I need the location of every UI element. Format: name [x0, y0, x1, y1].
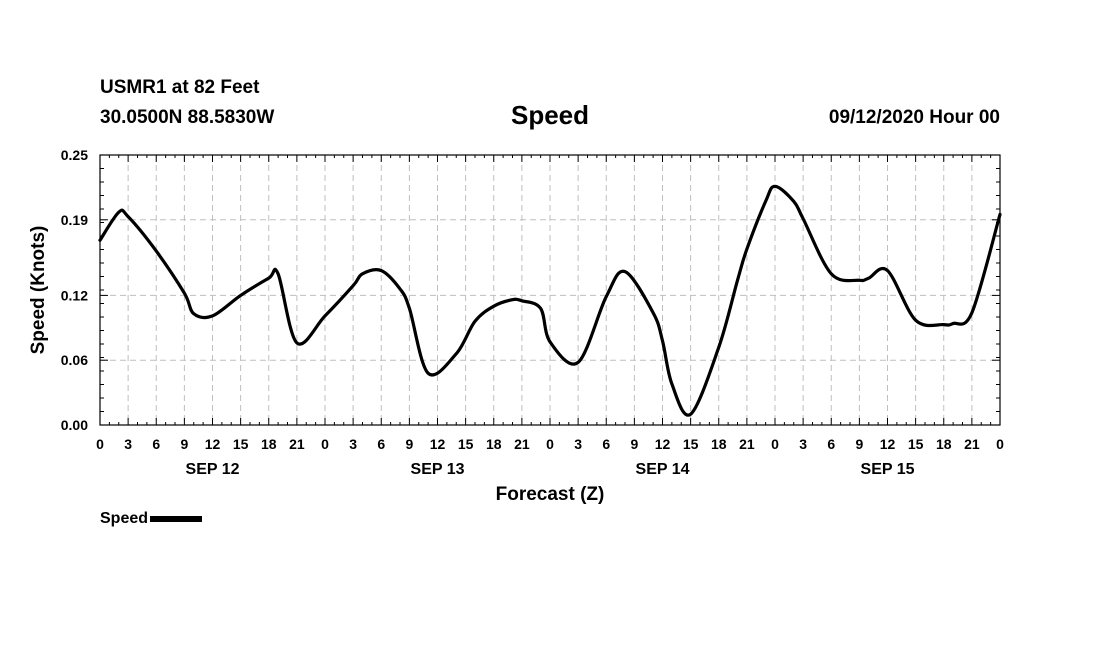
station-label: USMR1 at 82 Feet: [100, 77, 260, 98]
x-tick-label: 21: [964, 436, 980, 452]
plot-frame: [99, 154, 1001, 426]
x-tick-label: 6: [377, 436, 385, 452]
date-label: SEP 12: [186, 461, 240, 478]
x-tick-label: 21: [514, 436, 530, 452]
x-tick-label: 0: [996, 436, 1004, 452]
legend: Speed: [100, 510, 203, 528]
x-tick-label: 0: [546, 436, 554, 452]
chart-title: Speed: [510, 100, 590, 130]
legend-label: Speed: [100, 510, 149, 527]
x-tick-label: 12: [880, 436, 896, 452]
x-tick-label: 15: [233, 436, 249, 452]
x-tick-label: 18: [711, 436, 727, 452]
x-tick-label: 15: [683, 436, 699, 452]
coordinates-label: 30.0500N 88.5830W: [100, 107, 275, 128]
legend-swatch: [150, 515, 203, 522]
x-tick-label: 15: [458, 436, 474, 452]
y-axis-label: Speed (Knots): [28, 226, 49, 355]
x-tick-label: 6: [827, 436, 835, 452]
y-tick-label: 0.12: [61, 287, 88, 303]
x-axis-label: Forecast (Z): [496, 484, 605, 505]
x-tick-label: 18: [486, 436, 502, 452]
date-label: SEP 14: [636, 461, 690, 478]
speed-series-line: [98, 184, 1002, 417]
y-tick-label: 0.00: [61, 417, 88, 433]
x-tick-label: 3: [799, 436, 807, 452]
grid-lines: [100, 155, 1000, 425]
y-tick-label: 0.25: [61, 147, 88, 163]
x-tick-label: 12: [430, 436, 446, 452]
x-tick-label: 18: [261, 436, 277, 452]
x-tick-label: 21: [739, 436, 755, 452]
date-label: SEP 15: [861, 461, 915, 478]
x-tick-label: 0: [321, 436, 329, 452]
x-tick-label: 6: [602, 436, 610, 452]
x-tick-label: 9: [180, 436, 188, 452]
x-tick-label: 9: [630, 436, 638, 452]
x-tick-label: 9: [405, 436, 413, 452]
axis-labels: 0 3 6 9 12 15 18 21 0 3 6 9 12 15 18 21 0 3 6 9 12 15 18 21 0 3 6 9…: [28, 147, 1004, 505]
x-tick-label: 0: [771, 436, 779, 452]
x-tick-label: 3: [349, 436, 357, 452]
x-tick-label: 15: [908, 436, 924, 452]
y-tick-label: 0.19: [61, 212, 88, 228]
x-tick-label: 9: [855, 436, 863, 452]
series-layer: [98, 184, 1002, 417]
x-tick-label: 12: [655, 436, 671, 452]
x-tick-label: 3: [124, 436, 132, 452]
date-label: SEP 13: [411, 461, 465, 478]
x-tick-label: 3: [574, 436, 582, 452]
x-tick-label: 18: [936, 436, 952, 452]
forecast-issue-time: 09/12/2020 Hour 00: [828, 107, 1000, 128]
y-tick-label: 0.06: [61, 352, 88, 368]
x-tick-label: 21: [289, 436, 305, 452]
x-tick-label: 12: [205, 436, 221, 452]
x-tick-label: 6: [152, 436, 160, 452]
x-tick-label: 0: [96, 436, 104, 452]
